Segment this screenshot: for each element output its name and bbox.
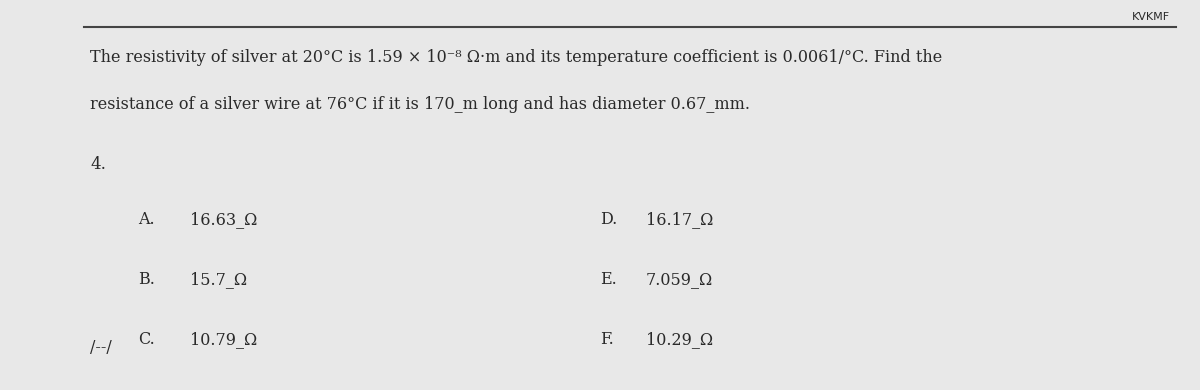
Text: 16.17_Ω: 16.17_Ω [646, 211, 713, 228]
Text: E.: E. [600, 271, 617, 288]
Text: The resistivity of silver at 20°C is 1.59 × 10⁻⁸ Ω·m and its temperature coeffic: The resistivity of silver at 20°C is 1.5… [90, 49, 942, 66]
Text: F.: F. [600, 332, 613, 349]
Text: 15.7_Ω: 15.7_Ω [190, 271, 247, 288]
Text: A.: A. [138, 211, 155, 228]
Text: KVKMF: KVKMF [1132, 12, 1170, 22]
Text: resistance of a silver wire at 76°C if it is 170_m long and has diameter 0.67_mm: resistance of a silver wire at 76°C if i… [90, 96, 750, 113]
Text: B.: B. [138, 271, 155, 288]
Text: 7.059_Ω: 7.059_Ω [646, 271, 713, 288]
Text: 10.79_Ω: 10.79_Ω [190, 332, 257, 349]
Text: 16.63_Ω: 16.63_Ω [190, 211, 257, 228]
Text: 10.29_Ω: 10.29_Ω [646, 332, 713, 349]
Text: C.: C. [138, 332, 155, 349]
Text: /--/: /--/ [90, 339, 112, 356]
Text: 4.: 4. [90, 156, 106, 173]
Text: D.: D. [600, 211, 617, 228]
